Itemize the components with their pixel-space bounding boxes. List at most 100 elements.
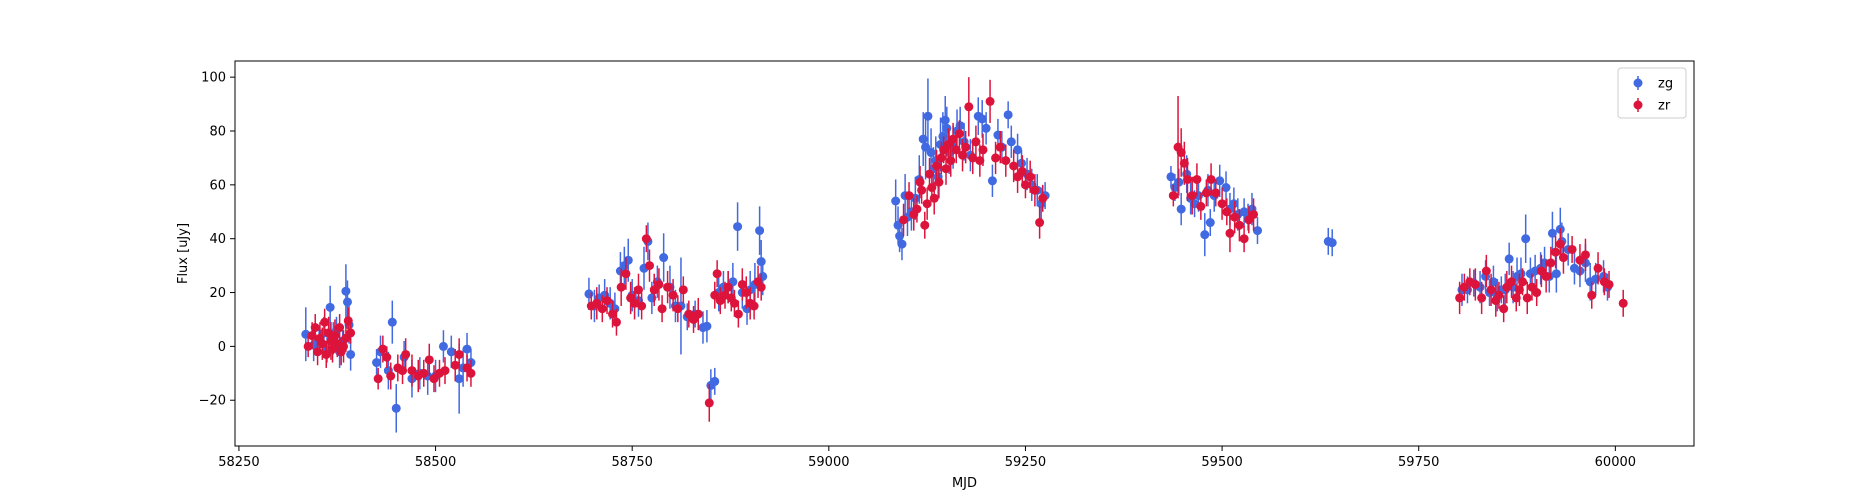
data-point [891, 196, 901, 206]
data-point [917, 185, 927, 195]
data-point [346, 328, 356, 338]
data-point [387, 317, 397, 327]
data-point [1179, 158, 1189, 168]
data-point [1187, 191, 1197, 201]
data-point [1494, 290, 1504, 300]
y-tick-label: 40 [209, 232, 226, 247]
data-point [633, 285, 643, 295]
data-point [1009, 161, 1019, 171]
data-point [1455, 293, 1465, 303]
data-point [1174, 177, 1184, 187]
data-point [616, 282, 626, 292]
data-point [325, 302, 335, 312]
data-point [602, 296, 612, 306]
data-point [1587, 290, 1597, 300]
data-point [710, 290, 720, 300]
data-point [1025, 172, 1035, 182]
data-point [923, 111, 933, 121]
data-point [1217, 199, 1227, 209]
data-point [446, 347, 456, 357]
data-point [1604, 279, 1614, 289]
data-point [1551, 269, 1561, 279]
data-point [466, 368, 476, 378]
data-point [454, 349, 464, 359]
data-point [307, 331, 317, 341]
y-axis-label: Flux [uJy] [176, 223, 191, 284]
data-point [1488, 277, 1498, 287]
data-point [704, 398, 714, 408]
data-point [320, 317, 330, 327]
data-point [1504, 254, 1514, 264]
data-point [462, 344, 472, 354]
y-axis-ticks: −20 0 20 40 60 80 100 [199, 71, 235, 409]
data-point [912, 204, 922, 214]
data-point [1030, 185, 1040, 195]
data-point [1176, 204, 1186, 214]
x-tick-label: 59000 [808, 455, 849, 470]
data-point [756, 257, 766, 267]
data-point [733, 309, 743, 319]
data-point [1551, 247, 1561, 257]
data-point [592, 298, 602, 308]
data-point [993, 130, 1003, 140]
data-point [342, 297, 352, 307]
data-point [1481, 266, 1491, 276]
data-point [1013, 145, 1023, 155]
data-point [1166, 172, 1176, 182]
data-point [1327, 238, 1337, 248]
data-point [1486, 285, 1496, 295]
data-point [630, 298, 640, 308]
data-point [1001, 156, 1011, 166]
legend: zg zr [1617, 67, 1687, 119]
data-point [1470, 279, 1480, 289]
data-point [1196, 201, 1206, 211]
data-point [1575, 255, 1585, 265]
data-point [1521, 234, 1531, 244]
y-tick-label: 100 [201, 71, 226, 86]
legend-label: zr [1658, 99, 1671, 114]
data-point [644, 261, 654, 271]
data-point [1516, 269, 1526, 279]
data-point [386, 371, 396, 381]
data-point [1206, 174, 1216, 184]
x-tick-label: 60000 [1595, 455, 1636, 470]
data-point [424, 355, 434, 365]
x-tick-label: 58500 [415, 455, 456, 470]
data-point [1522, 293, 1532, 303]
data-point [702, 321, 712, 331]
data-point [954, 129, 964, 139]
data-point [391, 403, 401, 413]
data-point [904, 191, 914, 201]
data-point [978, 145, 988, 155]
data-point [398, 366, 408, 376]
data-point [1017, 158, 1027, 168]
data-point [968, 153, 978, 163]
series-layer [301, 77, 1628, 433]
x-tick-label: 58250 [218, 455, 259, 470]
legend-marker [1633, 100, 1643, 110]
data-point [663, 282, 673, 292]
data-point [995, 142, 1005, 152]
data-point [929, 193, 939, 203]
data-point [710, 376, 720, 386]
data-point [1249, 209, 1259, 219]
data-point [438, 341, 448, 351]
data-point [637, 301, 647, 311]
data-point [737, 279, 747, 289]
data-point [1201, 188, 1211, 198]
data-point [597, 304, 607, 314]
data-point [310, 323, 320, 333]
data-point [647, 293, 657, 303]
data-point [330, 331, 340, 341]
data-point [303, 341, 313, 351]
data-point [584, 289, 594, 299]
data-point [1591, 274, 1601, 284]
data-point [1035, 218, 1045, 228]
data-point [659, 253, 669, 263]
legend-marker [1633, 78, 1643, 88]
data-point [936, 153, 946, 163]
x-tick-label: 59250 [1005, 455, 1046, 470]
x-tick-label: 59500 [1201, 455, 1242, 470]
data-point [985, 96, 995, 106]
data-point [1211, 188, 1221, 198]
